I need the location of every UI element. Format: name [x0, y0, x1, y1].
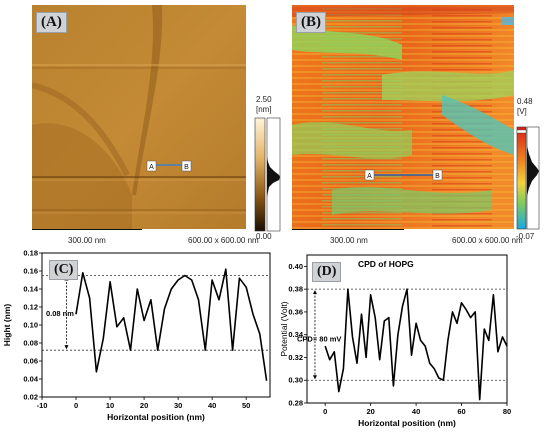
colorbar-b [516, 126, 540, 230]
colorbar-a [254, 117, 281, 232]
colorbar-b-min: -0.07 [516, 232, 535, 241]
x-tick-label: 40 [412, 407, 420, 416]
y-tick-label: 0.06 [23, 357, 38, 366]
panel-label-a: (A) [36, 12, 67, 33]
x-tick-label: 60 [457, 407, 465, 416]
y-tick-label: 0.36 [288, 307, 303, 316]
y-tick-label: 0.04 [23, 375, 38, 384]
y-tick-label: 0.08 [23, 339, 38, 348]
y-tick-label: 0.02 [23, 393, 38, 402]
x-tick-label: 40 [208, 401, 216, 410]
y-tick-label: 0.30 [288, 376, 303, 385]
x-tick-label: 50 [242, 401, 250, 410]
y-tick-label: 0.14 [23, 285, 38, 294]
arrow-head-down [312, 375, 317, 380]
marker-a: A [149, 164, 154, 171]
potential-profile-chart: 0.28 0.30 0.32 0.34 0.36 0.38 0.40 0 20 40 60 80 CPD… [279, 254, 511, 428]
x-axis-label: Horizontal position (nm) [358, 418, 456, 428]
panel-label-c: (C) [49, 260, 79, 280]
marker-b-b: B [435, 173, 440, 180]
y-tick-label: 0.38 [288, 285, 303, 294]
y-tick-label: 0.16 [23, 267, 38, 276]
panel-label-d: (D) [312, 262, 342, 282]
image-b-size: 600.00 x 600.00 nm [452, 236, 523, 245]
scalebar-a [32, 229, 142, 230]
x-tick-label: -10 [37, 401, 48, 410]
y-axis-label: Potential (Volt) [279, 301, 289, 356]
colorbar-a-min: 0.00 [256, 232, 272, 241]
profile-series-line [75, 268, 268, 381]
x-tick-label: 20 [140, 401, 148, 410]
colorbar-a-max: 2.50 [256, 95, 272, 104]
y-tick-label: 0.40 [288, 262, 303, 271]
y-tick-label: 0.12 [23, 303, 38, 312]
marker-a-b: A [367, 173, 372, 180]
colorbar-a-unit: [nm] [256, 105, 272, 114]
x-tick-label: 0 [323, 407, 327, 416]
marker-b: B [184, 164, 189, 171]
chart-title: CPD of HOPG [358, 259, 414, 269]
difference-annotation: CPD= 80 mV [297, 335, 341, 344]
kpfm-potential-image: A B [292, 5, 514, 229]
scalebar-b [292, 229, 404, 230]
x-tick-label: 80 [503, 407, 511, 416]
x-tick-label: 30 [174, 401, 182, 410]
panel-label-b: (B) [296, 12, 326, 33]
arrow-head-up [312, 290, 317, 295]
colorbar-b-unit: [V] [517, 107, 527, 116]
scalebar-a-label: 300.00 nm [68, 236, 106, 245]
y-tick-label: 0.10 [23, 321, 38, 330]
x-axis-label: Horizontal position (nm) [107, 412, 205, 422]
scalebar-b-label: 300.00 nm [330, 236, 368, 245]
x-tick-label: 10 [106, 401, 114, 410]
image-a-size: 600.00 x 600.00 nm [188, 236, 259, 245]
y-tick-label: 0.34 [288, 330, 303, 339]
y-tick-label: 0.28 [288, 399, 303, 408]
arrow-head-down [64, 345, 69, 350]
afm-height-image: A B [32, 5, 246, 229]
colorbar-b-max: 0.48 [517, 97, 533, 106]
x-tick-label: 0 [74, 401, 78, 410]
height-profile-chart: 0.02 0.04 0.06 0.08 0.10 0.12 0.14 0.16 0.18 -10 0… [2, 249, 271, 422]
y-axis-label: Hight (nm) [2, 304, 12, 347]
plot-frame [306, 254, 508, 404]
y-tick-label: 0.18 [23, 249, 38, 258]
profile-series-line [324, 288, 508, 401]
difference-annotation: 0.08 nm [46, 309, 74, 318]
x-tick-label: 20 [366, 407, 374, 416]
y-tick-label: 0.32 [288, 353, 303, 362]
